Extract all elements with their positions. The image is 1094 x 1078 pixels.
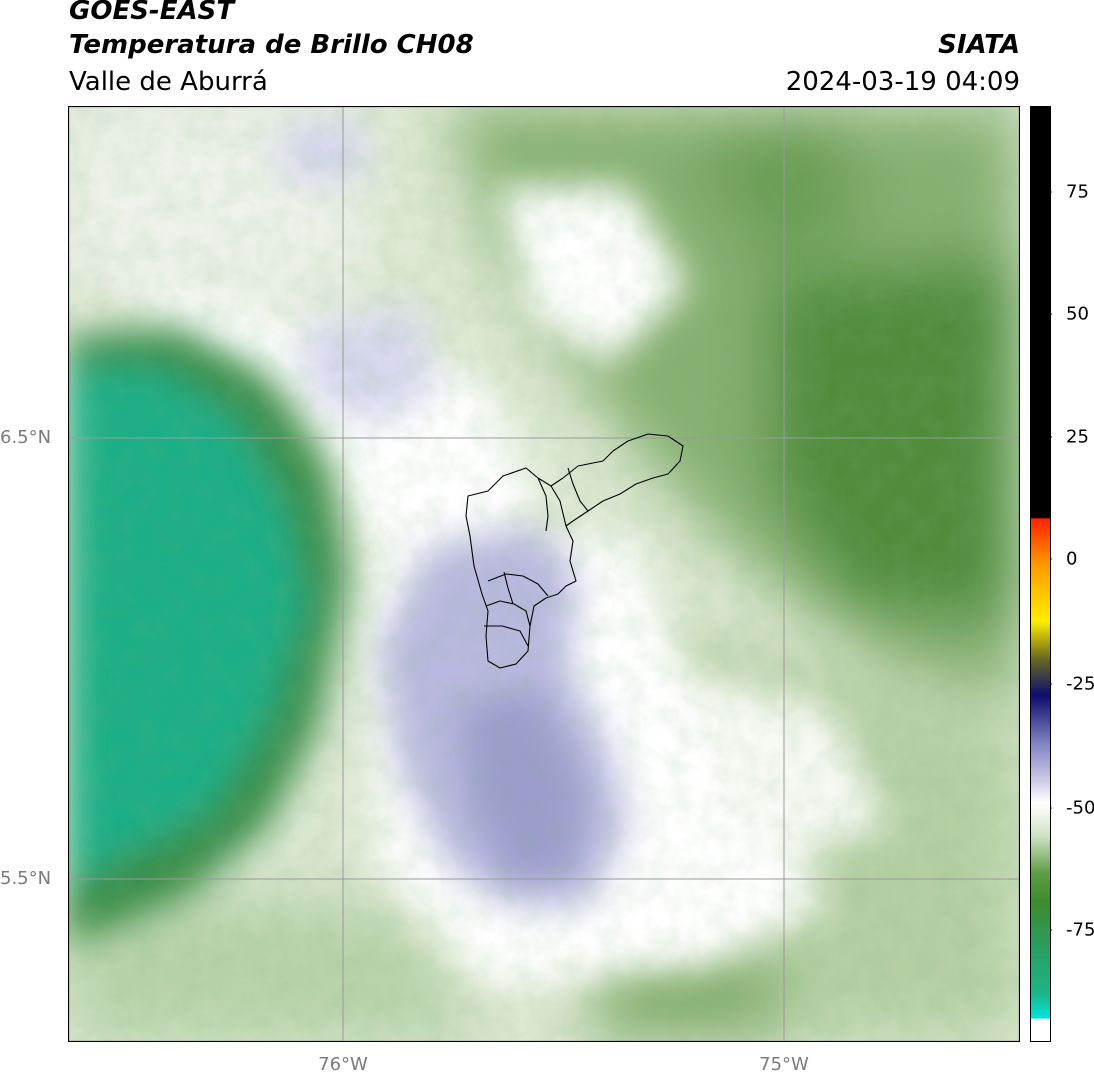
lon-label-76w: 76°W [318,1054,368,1075]
bello-boundary [503,571,514,605]
girardota-boundary [537,477,549,532]
temperature-colorbar [1030,106,1052,1042]
colorbar-tick-0: 0 [1066,548,1078,570]
agency-label: SIATA [938,30,1020,60]
colorbar-tick-75: 75 [1066,181,1089,203]
colorbar-tick-25: 25 [1066,426,1089,448]
colorbar-tick-neg75: -75 [1066,919,1094,941]
satellite-title: GOES-EAST [69,0,235,26]
map-frame [68,106,1020,1042]
graticule [68,106,1020,1042]
brightness-temperature-map [68,106,1020,1042]
medellin-south-boundary [485,600,531,627]
colorbar-tick-neg25: -25 [1066,673,1094,695]
colorbar-tick-marks [1051,191,1052,931]
envigado-boundary [484,625,529,647]
valley-outline [465,467,577,669]
map-panel [68,106,1020,1042]
barbosa-boundary [567,467,589,512]
colorbar-tick-neg50: -50 [1066,797,1094,819]
region-label: Valle de Aburrá [69,67,268,97]
municipality-boundaries [465,433,684,669]
field-texture [68,106,1020,1042]
medellin-north-boundary [487,573,549,597]
product-title: Temperatura de Brillo CH08 [69,30,474,60]
lat-label-6-5n: 6.5°N [0,427,52,448]
datetime-label: 2024-03-19 04:09 [785,67,1020,97]
northeast-municipality [550,433,684,527]
colorbar-tick-50: 50 [1066,303,1089,325]
lon-label-75w: 75°W [759,1054,809,1075]
colorbar-gradient [1030,106,1051,1042]
lat-label-5-5n: 5.5°N [0,868,52,889]
